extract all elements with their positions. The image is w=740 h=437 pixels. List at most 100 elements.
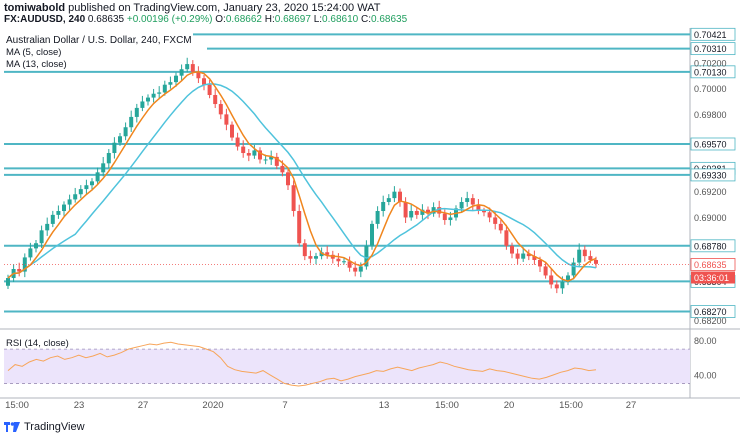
candle-body — [67, 199, 72, 205]
candle-body — [218, 104, 223, 115]
chart-title: Australian Dollar / U.S. Dollar, 240, FX… — [6, 35, 192, 46]
candle-body — [235, 137, 240, 147]
x-tick-label: 23 — [74, 400, 85, 411]
candle-body — [470, 198, 475, 205]
candle-body — [17, 269, 22, 272]
candle-body — [392, 191, 397, 199]
candle-body — [560, 281, 565, 289]
candle-body — [532, 256, 537, 260]
open-value: 0.68662 — [225, 14, 262, 25]
candle-body — [50, 214, 55, 224]
high-value: 0.68697 — [274, 14, 311, 25]
candle-body — [157, 92, 162, 94]
tradingview-logo-icon — [4, 422, 20, 432]
candle-body — [342, 261, 346, 263]
candle-body — [246, 153, 251, 156]
candle-body — [22, 257, 27, 272]
candle-body — [196, 71, 201, 79]
countdown-box — [691, 271, 735, 284]
level-label-box — [690, 27, 736, 41]
level-label: 0.68780 — [694, 241, 727, 251]
candle-body — [6, 278, 10, 286]
candle-body — [476, 204, 481, 212]
price-change: +0.00196 (+0.29%) — [126, 14, 213, 25]
symbol-label[interactable]: FX:AUDUSD, 240 — [4, 14, 86, 25]
candle-body — [549, 275, 554, 285]
candle-body — [510, 245, 514, 254]
price-pane — [4, 28, 690, 327]
candle-body — [252, 150, 257, 156]
y-tick-label: 0.69200 — [694, 187, 727, 197]
candle-body — [526, 253, 531, 257]
rsi-line — [7, 341, 597, 387]
candle-body — [101, 163, 106, 173]
x-tick-label: 27 — [626, 400, 637, 411]
candle-body — [571, 262, 576, 276]
candle-body — [582, 249, 587, 257]
candle-body — [431, 207, 436, 214]
candle-body — [414, 211, 419, 215]
candle-body — [263, 159, 268, 161]
candle-body — [73, 194, 78, 200]
candle-body — [577, 249, 582, 263]
candle-body — [398, 191, 402, 202]
candle-body — [56, 211, 61, 215]
candle-body — [146, 97, 150, 102]
candle-body — [498, 223, 503, 231]
candle-body — [112, 142, 117, 154]
candle-body — [493, 217, 498, 224]
candle-body — [504, 230, 509, 246]
rsi-y-tick: 80.00 — [694, 336, 717, 346]
y-tick-label: 0.69800 — [694, 110, 727, 120]
candle-body — [151, 93, 156, 98]
y-tick-label: 0.70000 — [694, 84, 727, 94]
candle-body — [78, 189, 83, 195]
candle-body — [230, 124, 234, 138]
author-name[interactable]: tomiwabold — [4, 2, 66, 14]
candle-body — [336, 258, 341, 262]
level-label-box — [690, 65, 736, 79]
candle-body — [521, 253, 526, 259]
x-tick-label: 15:00 — [5, 400, 29, 411]
legend-ma13: MA (13, close) — [6, 59, 67, 70]
level-label: 0.70421 — [694, 30, 727, 40]
candle-body — [426, 209, 430, 214]
level-label-box — [690, 239, 736, 253]
rsi-band — [4, 349, 690, 384]
level-label-box — [690, 42, 736, 56]
candle-body — [269, 156, 274, 160]
countdown-label: 03:36:01 — [694, 273, 729, 283]
level-label-box — [690, 168, 736, 182]
high-label: H: — [264, 14, 275, 25]
candle-body — [325, 252, 330, 255]
footer: TradingView — [4, 419, 85, 435]
candle-body — [358, 266, 363, 272]
current-price-label: 0.68635 — [694, 260, 727, 270]
candle-body — [123, 127, 128, 137]
candle-body — [375, 211, 380, 224]
candle-body — [403, 201, 408, 218]
candle-body — [84, 185, 89, 190]
candle-body — [302, 243, 307, 257]
candle-body — [274, 156, 279, 166]
close-value: 0.68635 — [370, 14, 408, 25]
y-tick-label: 0.68200 — [694, 316, 727, 326]
x-tick-label: 13 — [379, 400, 390, 411]
candle-body — [588, 256, 593, 260]
candle-body — [90, 181, 94, 186]
x-tick-label: 7 — [282, 400, 287, 411]
candle-body — [286, 172, 290, 186]
low-value: 0.68610 — [322, 14, 359, 25]
candle-body — [308, 256, 313, 259]
x-tick-label: 2020 — [202, 400, 223, 411]
rsi-y-tick: 40.00 — [694, 370, 717, 380]
footer-brand[interactable]: TradingView — [24, 421, 85, 433]
candle-body — [185, 64, 190, 70]
candle-body — [106, 153, 111, 164]
candle-body — [386, 198, 391, 202]
candle-body — [448, 217, 453, 221]
low-label: L: — [313, 14, 323, 25]
candle-body — [353, 267, 358, 272]
candle-body — [381, 201, 386, 212]
